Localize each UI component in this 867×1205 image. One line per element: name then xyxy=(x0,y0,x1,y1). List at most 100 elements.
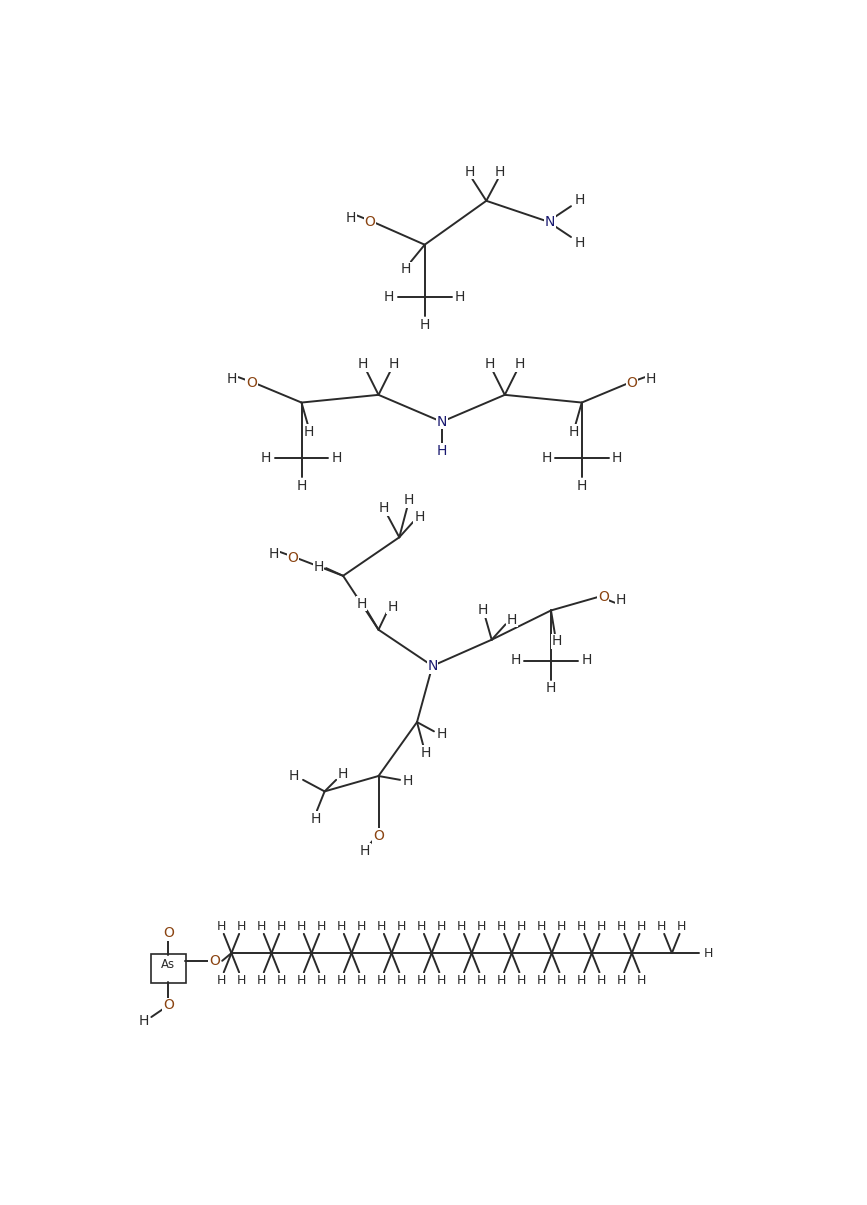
Text: H: H xyxy=(597,919,607,933)
Text: H: H xyxy=(575,236,585,251)
Text: N: N xyxy=(427,659,438,672)
Text: H: H xyxy=(617,974,627,987)
Text: H: H xyxy=(377,974,387,987)
Text: H: H xyxy=(637,974,647,987)
Text: H: H xyxy=(356,596,367,611)
Text: H: H xyxy=(477,604,487,617)
Text: H: H xyxy=(217,919,226,933)
Text: H: H xyxy=(310,812,321,827)
Text: H: H xyxy=(397,974,407,987)
Text: H: H xyxy=(237,919,246,933)
Text: H: H xyxy=(616,593,626,607)
Text: H: H xyxy=(421,746,432,760)
Text: H: H xyxy=(388,600,398,613)
Text: H: H xyxy=(455,290,466,304)
Text: H: H xyxy=(612,451,623,465)
Text: H: H xyxy=(346,211,356,225)
Text: H: H xyxy=(646,372,656,387)
Text: H: H xyxy=(237,974,246,987)
Text: N: N xyxy=(545,214,556,229)
Text: H: H xyxy=(217,974,226,987)
Text: H: H xyxy=(436,445,447,458)
Text: H: H xyxy=(337,974,346,987)
Text: N: N xyxy=(436,415,447,429)
Text: H: H xyxy=(420,318,430,331)
Text: H: H xyxy=(414,510,425,524)
Text: H: H xyxy=(517,919,526,933)
Text: O: O xyxy=(373,829,384,844)
Text: H: H xyxy=(497,974,506,987)
Text: H: H xyxy=(677,919,687,933)
Text: H: H xyxy=(401,263,412,276)
Text: H: H xyxy=(358,357,368,371)
FancyBboxPatch shape xyxy=(151,954,186,983)
Text: O: O xyxy=(288,551,298,565)
Text: H: H xyxy=(360,844,370,858)
Text: H: H xyxy=(569,425,579,439)
Text: H: H xyxy=(464,165,474,178)
Text: O: O xyxy=(163,927,173,940)
Text: H: H xyxy=(257,974,266,987)
Text: H: H xyxy=(457,919,466,933)
Text: H: H xyxy=(577,919,586,933)
Text: H: H xyxy=(297,478,307,493)
Text: H: H xyxy=(297,974,306,987)
Text: H: H xyxy=(537,974,546,987)
Text: H: H xyxy=(637,919,647,933)
Text: H: H xyxy=(515,357,525,371)
Text: H: H xyxy=(581,653,591,668)
Text: H: H xyxy=(506,612,517,627)
Text: H: H xyxy=(417,974,427,987)
Text: H: H xyxy=(657,919,667,933)
Text: O: O xyxy=(209,954,220,968)
Text: H: H xyxy=(384,290,394,304)
Text: H: H xyxy=(139,1013,149,1028)
Text: H: H xyxy=(497,919,506,933)
Text: H: H xyxy=(304,425,315,439)
Text: H: H xyxy=(379,501,389,515)
Text: O: O xyxy=(365,214,375,229)
Text: H: H xyxy=(617,919,627,933)
Text: H: H xyxy=(597,974,607,987)
Text: H: H xyxy=(332,451,342,465)
Text: H: H xyxy=(316,919,326,933)
Text: H: H xyxy=(277,974,286,987)
Text: O: O xyxy=(598,589,609,604)
Text: H: H xyxy=(338,768,349,782)
Text: O: O xyxy=(246,376,257,390)
Text: H: H xyxy=(511,653,521,668)
Text: H: H xyxy=(704,947,714,959)
Text: H: H xyxy=(289,769,299,783)
Text: H: H xyxy=(537,919,546,933)
Text: H: H xyxy=(227,372,238,387)
Text: H: H xyxy=(402,775,413,788)
Text: H: H xyxy=(546,681,556,695)
Text: H: H xyxy=(437,974,447,987)
Text: H: H xyxy=(277,919,286,933)
Text: H: H xyxy=(313,559,323,574)
Text: H: H xyxy=(377,919,387,933)
Text: H: H xyxy=(477,974,486,987)
Text: H: H xyxy=(388,357,399,371)
Text: H: H xyxy=(577,974,586,987)
Text: H: H xyxy=(337,919,346,933)
Text: H: H xyxy=(436,727,447,741)
Text: O: O xyxy=(626,376,637,390)
Text: H: H xyxy=(257,919,266,933)
Text: H: H xyxy=(357,919,366,933)
Text: H: H xyxy=(495,165,505,178)
Text: H: H xyxy=(552,634,563,648)
Text: H: H xyxy=(403,493,414,507)
Text: H: H xyxy=(517,974,526,987)
Text: H: H xyxy=(297,919,306,933)
Text: H: H xyxy=(457,974,466,987)
Text: As: As xyxy=(161,958,175,971)
Text: H: H xyxy=(261,451,271,465)
Text: H: H xyxy=(269,547,279,562)
Text: O: O xyxy=(163,999,173,1012)
Text: H: H xyxy=(577,478,587,493)
Text: H: H xyxy=(316,974,326,987)
Text: H: H xyxy=(484,357,494,371)
Text: H: H xyxy=(357,974,366,987)
Text: H: H xyxy=(417,919,427,933)
